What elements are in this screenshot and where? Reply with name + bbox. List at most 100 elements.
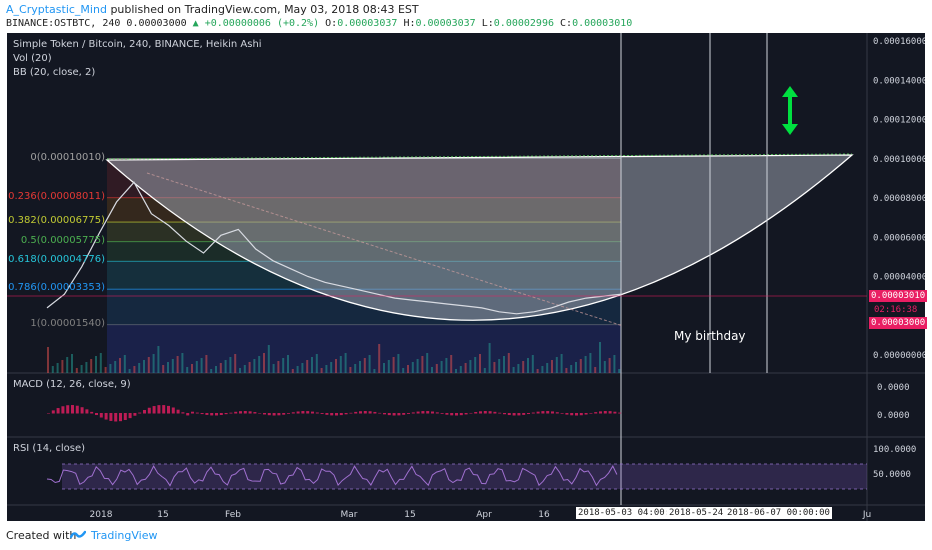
volume-bar — [330, 362, 333, 373]
fib-label-0: 0(0.00010010) — [30, 151, 105, 163]
volume-bar — [479, 354, 481, 373]
volume-bar — [435, 364, 438, 373]
macd-histogram-bar — [61, 406, 65, 414]
macd-histogram-bar — [373, 411, 377, 414]
chart-area[interactable]: 0.00016000 0.00014000 0.00012000 0.00010000… — [7, 33, 928, 521]
macd-legend[interactable]: MACD (12, 26, close, 9) — [13, 379, 131, 390]
volume-bar — [123, 355, 126, 373]
volume-bar — [138, 363, 141, 373]
macd-histogram-bar — [219, 413, 223, 416]
y-tick-label: 0.00010000 — [873, 155, 925, 165]
macd-histogram-bar — [157, 405, 161, 414]
volume-bar — [109, 364, 112, 373]
countdown-tag: 02:16:38 — [872, 304, 920, 316]
volume-bar — [219, 363, 222, 373]
volume-bar — [527, 358, 529, 373]
volume-bar — [570, 365, 573, 373]
macd-histogram-bar — [99, 413, 103, 418]
macd-histogram-bar — [119, 413, 122, 422]
macd-histogram-bar — [488, 411, 492, 414]
volume-bar — [200, 358, 203, 373]
price-tag-close: 0.00003000 — [869, 317, 928, 329]
rsi-tick-100: 100.0000 — [873, 445, 917, 455]
downtrend-line[interactable] — [146, 172, 624, 327]
macd-histogram-bar — [138, 412, 142, 414]
macd-histogram-bar — [90, 411, 94, 414]
price-series-line[interactable] — [46, 181, 622, 315]
volume-bar — [359, 361, 361, 373]
volume-bar — [229, 357, 232, 373]
volume-bar — [507, 353, 510, 373]
macd-histogram-bar — [282, 413, 286, 415]
x-tick-label: 15 — [157, 510, 168, 520]
double-arrow-icon[interactable] — [782, 86, 798, 135]
volume-bar — [277, 361, 280, 373]
volume-bar — [354, 364, 357, 373]
macd-histogram-bar — [66, 405, 70, 414]
macd-histogram-bar — [215, 413, 218, 416]
volume-bar — [349, 367, 352, 373]
volume-bar — [469, 360, 472, 373]
vol-legend[interactable]: Vol (20) — [13, 53, 52, 64]
volume-bar — [531, 355, 534, 373]
macd-histogram-bar — [243, 411, 247, 414]
macd-histogram-bar — [123, 413, 127, 421]
x-tick-label: 15 — [404, 510, 415, 520]
volume-bar — [440, 361, 443, 373]
fib-label-0.236: 0.236(0.00008011) — [8, 190, 105, 202]
volume-bar — [392, 357, 395, 373]
birthday-annotation[interactable]: My birthday — [674, 329, 746, 343]
volume-bar — [464, 363, 467, 373]
volume-bar — [603, 361, 606, 373]
macd-histogram-bar — [186, 413, 190, 416]
macd-histogram-bar — [565, 413, 569, 415]
volume-bar — [363, 358, 366, 373]
arrow-head-up — [782, 86, 798, 97]
volume-bar — [258, 356, 261, 373]
macd-histogram-bar — [56, 408, 60, 414]
date-label-current: 2018-05-03 04:00:00 — [576, 507, 683, 519]
macd-histogram-bar — [239, 411, 242, 414]
volume-bar — [618, 369, 621, 373]
volume-bar — [104, 367, 107, 373]
symbol-label: BINANCE:OSTBTC, 240 — [6, 18, 121, 29]
volume-bar — [426, 353, 429, 373]
chart-canvas[interactable]: 0.00016000 0.00014000 0.00012000 0.00010000… — [7, 33, 925, 521]
volume-bar — [555, 357, 558, 373]
volume-bar — [152, 354, 155, 373]
tradingview-logo-icon[interactable] — [70, 529, 86, 541]
cup-shape[interactable] — [105, 154, 854, 321]
volume-bar — [66, 357, 69, 373]
volume-bar — [287, 355, 289, 373]
macd-histogram-bar — [200, 413, 204, 415]
open-label: O: — [325, 18, 338, 29]
author-link[interactable]: A_Cryptastic_Mind — [6, 3, 107, 16]
tradingview-link[interactable]: TradingView — [91, 529, 158, 542]
macd-pane[interactable] — [47, 405, 622, 422]
bb-legend[interactable]: BB (20, close, 2) — [13, 67, 96, 78]
volume-bar — [522, 361, 525, 373]
volume-bar — [210, 369, 213, 373]
volume-bar — [95, 356, 97, 373]
macd-histogram-bar — [210, 413, 214, 416]
rsi-legend[interactable]: RSI (14, close) — [13, 443, 86, 454]
volume-bar — [272, 364, 275, 373]
volume-bar — [599, 342, 601, 373]
macd-histogram-bar — [325, 413, 329, 415]
rsi-line[interactable] — [46, 465, 618, 487]
macd-histogram-bar — [95, 413, 98, 416]
macd-histogram-bar — [575, 413, 578, 416]
volume-bar — [243, 365, 246, 373]
volume-bar — [584, 356, 587, 373]
main-legend[interactable]: Simple Token / Bitcoin, 240, BINANCE, He… — [13, 39, 262, 50]
cup-rim-dotted-line — [106, 153, 853, 160]
macd-histogram-bar — [195, 412, 199, 414]
volume-bar — [445, 358, 448, 373]
macd-histogram-bar — [191, 411, 194, 414]
y-tick-label: 0.00000000 — [873, 351, 925, 361]
macd-histogram-bar — [301, 411, 305, 414]
macd-histogram-bar — [354, 411, 358, 414]
volume-bar — [315, 354, 318, 373]
macd-histogram-bar — [75, 405, 79, 414]
macd-histogram-bar — [527, 413, 530, 415]
